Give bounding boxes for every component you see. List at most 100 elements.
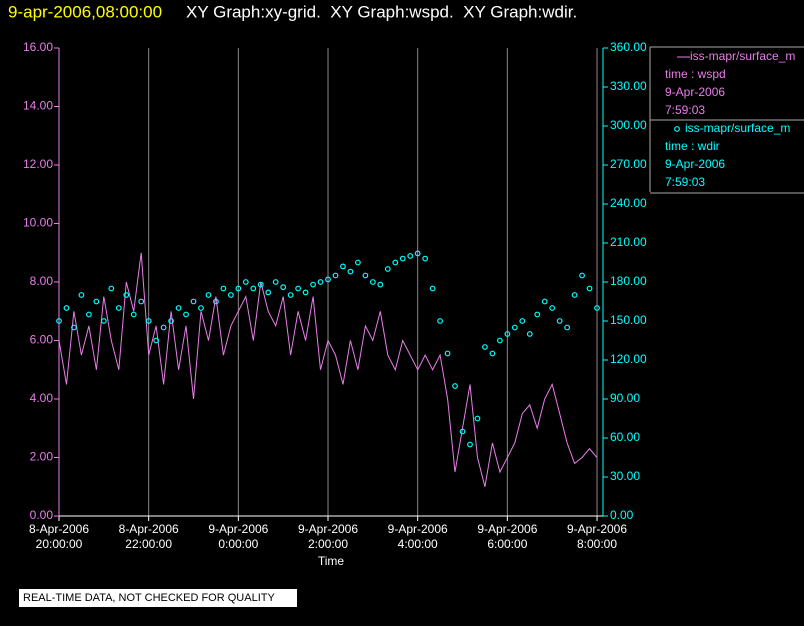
x-tick-label: 9-Apr-2006: [208, 522, 268, 536]
wdir-marker: [489, 350, 496, 357]
wdir-marker: [586, 285, 593, 292]
wdir-marker: [250, 285, 257, 292]
wdir-marker: [564, 324, 571, 331]
wdir-marker: [594, 305, 600, 311]
chart-title: 9-apr-2006,08:00:00: [8, 2, 162, 21]
wdir-marker: [467, 441, 473, 448]
wdir-marker: [474, 415, 481, 422]
wdir-marker: [414, 250, 421, 257]
wdir-marker: [272, 279, 279, 285]
y2-tick-label: 180.00: [610, 274, 647, 288]
wdir-marker: [340, 263, 346, 270]
wdir-marker: [422, 255, 429, 262]
y2-tick-label: 300.00: [610, 118, 647, 132]
wdir-marker: [496, 337, 503, 344]
wdir-marker: [108, 285, 115, 292]
wdir-marker: [511, 324, 518, 331]
wdir-marker: [526, 331, 533, 337]
wdir-marker: [534, 311, 541, 318]
wdir-marker: [579, 272, 585, 279]
legend-marker: [674, 126, 680, 132]
wdir-marker: [153, 337, 160, 344]
wdir-marker: [168, 318, 174, 324]
x-tick-label: 0:00:00: [218, 537, 258, 551]
x-tick-label: 22:00:00: [125, 537, 172, 551]
legend-date: 9-Apr-2006: [665, 85, 725, 99]
wdir-marker: [317, 279, 324, 285]
wdir-marker: [242, 279, 249, 285]
wdir-marker: [138, 298, 145, 305]
y-tick-label: 8.00: [30, 274, 54, 288]
y2-tick-label: 270.00: [610, 157, 647, 171]
wdir-marker: [556, 318, 563, 324]
wdir-marker: [459, 428, 466, 435]
wdir-marker: [355, 259, 361, 266]
x-tick-label: 9-Apr-2006: [477, 522, 537, 536]
wdir-marker: [287, 292, 294, 298]
wdir-marker: [399, 255, 406, 262]
wdir-marker: [145, 318, 152, 324]
x-tick-label: 9-Apr-2006: [388, 522, 448, 536]
y2-tick-label: 0.00: [610, 508, 634, 522]
wdir-marker: [504, 331, 511, 337]
wdir-marker: [213, 298, 219, 305]
wdir-marker: [280, 284, 287, 291]
x-tick-label: 8:00:00: [577, 537, 617, 551]
wdir-marker: [123, 292, 130, 298]
y2-tick-label: 240.00: [610, 196, 647, 210]
wdir-marker: [571, 292, 578, 298]
wdir-marker: [452, 383, 458, 389]
chart-subtitle: XY Graph:xy-grid. XY Graph:wspd. XY Grap…: [186, 2, 577, 21]
y-tick-label: 14.00: [23, 99, 53, 113]
wdir-marker: [444, 350, 451, 357]
y-tick-label: 2.00: [30, 450, 54, 464]
y-tick-label: 16.00: [23, 40, 53, 54]
wdir-marker: [227, 292, 234, 298]
wdir-marker: [362, 272, 369, 279]
legend-name: iss-mapr/surface_m: [690, 49, 795, 63]
wdir-marker: [71, 324, 77, 331]
wdir-marker: [56, 318, 62, 324]
y-tick-label: 4.00: [30, 391, 54, 405]
footnote-box: [19, 589, 297, 607]
y2-tick-label: 330.00: [610, 79, 647, 93]
footnote: REAL-TIME DATA, NOT CHECKED FOR QUALITY: [23, 592, 275, 604]
wdir-marker: [295, 285, 302, 292]
wspd-line: [58, 252, 598, 487]
wdir-marker: [265, 289, 272, 296]
y2-tick-label: 150.00: [610, 313, 647, 327]
wdir-marker: [519, 318, 526, 324]
wdir-marker: [377, 281, 384, 288]
x-axis-label: Time: [318, 554, 345, 568]
legend-label: time : wspd: [665, 67, 726, 81]
legend-time: 7:59:03: [665, 175, 705, 189]
y2-tick-label: 60.00: [610, 430, 640, 444]
wdir-marker: [541, 298, 548, 305]
wdir-marker: [220, 285, 227, 292]
x-tick-label: 8-Apr-2006: [119, 522, 179, 536]
wdir-marker: [392, 259, 399, 266]
wdir-marker: [437, 318, 443, 324]
x-tick-label: 4:00:00: [398, 537, 438, 551]
wdir-marker: [115, 305, 122, 311]
x-tick-label: 6:00:00: [487, 537, 527, 551]
wdir-marker: [407, 253, 414, 259]
wdir-marker: [347, 268, 354, 275]
wdir-marker: [325, 276, 331, 283]
legend-date: 9-Apr-2006: [665, 157, 725, 171]
legend-name: iss-mapr/surface_m: [685, 121, 790, 135]
y-tick-label: 6.00: [30, 333, 54, 347]
wdir-marker: [85, 311, 92, 318]
wdir-marker: [429, 285, 436, 292]
wdir-marker: [332, 272, 339, 279]
wdir-marker: [93, 298, 100, 305]
y2-tick-label: 120.00: [610, 352, 647, 366]
wdir-marker: [198, 305, 204, 311]
legend-time: 7:59:03: [665, 103, 705, 117]
x-tick-label: 9-Apr-2006: [298, 522, 358, 536]
x-tick-label: 9-Apr-2006: [567, 522, 627, 536]
wdir-marker: [205, 292, 212, 298]
wdir-marker: [384, 266, 391, 272]
wdir-marker: [130, 311, 137, 318]
